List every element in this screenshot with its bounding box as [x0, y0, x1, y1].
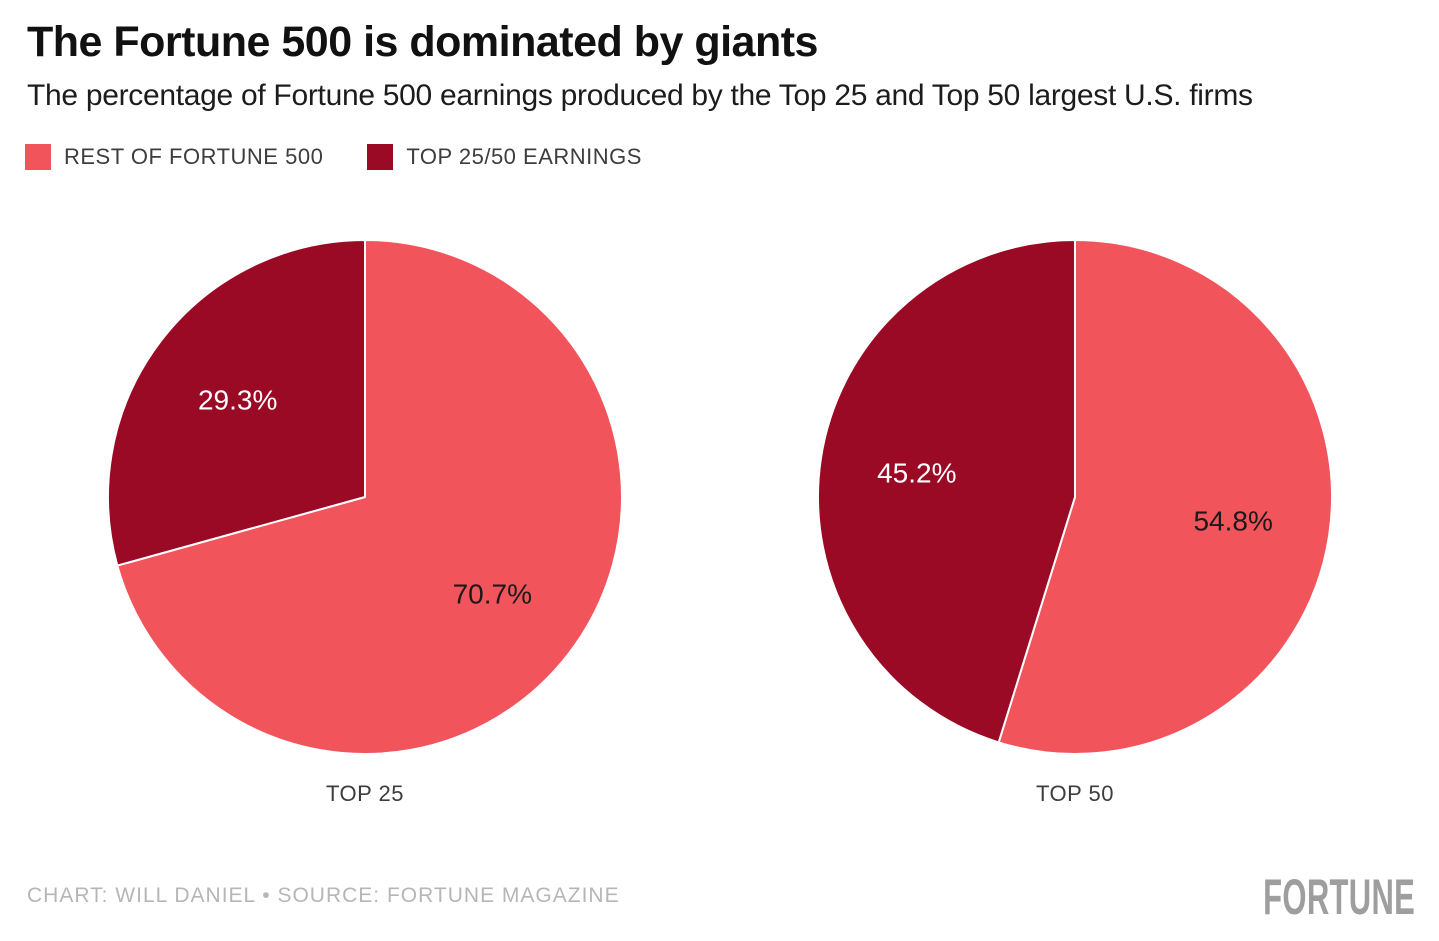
pie-chart-top25: 70.7% 29.3% — [107, 239, 623, 755]
pie-slice — [997, 239, 1333, 755]
pie-caption-top25: TOP 25 — [325, 781, 404, 806]
slice-label: 29.3% — [198, 385, 277, 416]
pie-slice — [817, 239, 1076, 744]
legend-item-rest-of-fortune-500: REST OF FORTUNE 500 — [25, 144, 323, 170]
pie-caption-top50: TOP 50 — [1035, 781, 1114, 806]
fortune-logo: FORTUNE — [1263, 869, 1415, 925]
legend: REST OF FORTUNE 500 TOP 25/50 EARNINGS — [25, 144, 642, 170]
legend-swatch-top-earnings — [367, 144, 394, 170]
legend-label: REST OF FORTUNE 500 — [64, 144, 324, 169]
chart-subtitle: The percentage of Fortune 500 earnings p… — [27, 79, 1253, 112]
legend-item-top-earnings: TOP 25/50 EARNINGS — [367, 144, 642, 170]
pie-slice — [107, 239, 366, 567]
slice-label: 54.8% — [1193, 506, 1272, 537]
pie-chart-top50: 54.8% 45.2% — [817, 239, 1333, 755]
legend-swatch-rest-of-fortune-500 — [25, 144, 51, 170]
source-credit: CHART: WILL DANIEL • SOURCE: FORTUNE MAG… — [27, 884, 620, 907]
legend-label: TOP 25/50 EARNINGS — [406, 144, 642, 169]
slice-label: 70.7% — [453, 578, 532, 609]
slice-label: 45.2% — [877, 458, 956, 489]
chart-title: The Fortune 500 is dominated by giants — [27, 18, 818, 66]
pie-slice — [116, 239, 623, 755]
